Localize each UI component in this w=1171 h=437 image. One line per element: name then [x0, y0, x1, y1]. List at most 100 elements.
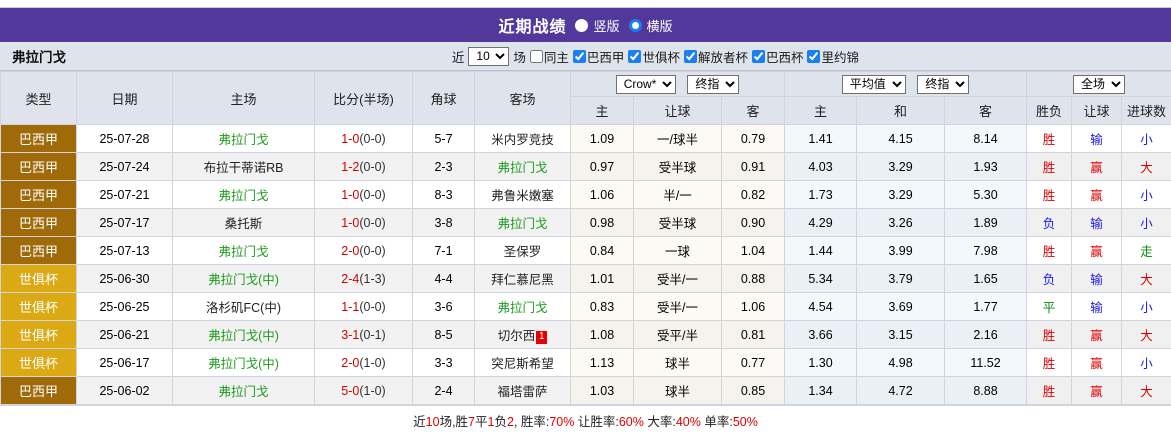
summary-part: 70% — [549, 415, 575, 429]
checkbox-5[interactable] — [807, 49, 821, 63]
checkbox-0[interactable] — [529, 49, 543, 63]
table-row[interactable]: 世俱杯 25-06-25 洛杉矶FC(中) 1-1(0-0) 3-6 弗拉门戈 0.83 受半… — [0, 292, 1171, 321]
subcol-average-home[interactable]: 主 — [784, 96, 858, 125]
cell-away-team[interactable]: 弗鲁米嫩塞 — [474, 180, 571, 209]
cell-away-team[interactable]: 弗拉门戈 — [474, 208, 571, 237]
odds-company-select[interactable]: Crow* — [615, 74, 676, 94]
col-header-type[interactable]: 类型 — [0, 71, 77, 125]
col-header-corner[interactable]: 角球 — [412, 71, 475, 125]
cell-league[interactable]: 世俱杯 — [0, 348, 77, 377]
cell-score[interactable]: 2-4(1-3) — [314, 264, 413, 293]
handicap-dropdown-group: Crow* 终指 — [569, 71, 786, 97]
cell-league[interactable]: 世俱杯 — [0, 320, 77, 349]
cell-home-team[interactable]: 弗拉门戈 — [172, 124, 315, 153]
cell-league[interactable]: 世俱杯 — [0, 292, 77, 321]
summary-part: 2 — [506, 415, 514, 429]
table-row[interactable]: 巴西甲 25-07-13 弗拉门戈 2-0(0-0) 7-1 圣保罗 0.84 一球 1.04 1… — [0, 236, 1171, 265]
table-row[interactable]: 世俱杯 25-06-17 弗拉门戈(中) 2-0(1-0) 3-3 突尼斯希望 1.13 球半… — [0, 348, 1171, 377]
cell-date: 25-07-13 — [76, 236, 173, 265]
cell-league[interactable]: 巴西甲 — [0, 124, 77, 153]
match-count-select[interactable]: 6102030 — [468, 46, 510, 66]
cell-handicap-away: 0.81 — [720, 320, 786, 349]
cell-handicap-home: 1.09 — [570, 124, 634, 153]
top-divider — [0, 0, 1171, 8]
cell-score[interactable]: 1-1(0-0) — [314, 292, 413, 321]
avg-stage-select[interactable]: 终指 — [917, 74, 970, 94]
subcol-result-goals[interactable]: 进球数 — [1121, 96, 1171, 125]
subcol-result-handicap[interactable]: 让球 — [1071, 96, 1123, 125]
cell-average-away: 1.89 — [944, 208, 1028, 237]
col-header-date[interactable]: 日期 — [76, 71, 173, 125]
cell-away-team[interactable]: 切尔西 1 — [474, 320, 571, 349]
subcol-handicap-home[interactable]: 主 — [570, 96, 634, 125]
cell-home-team[interactable]: 弗拉门戈(中) — [172, 264, 315, 293]
cell-score[interactable]: 1-0(0-0) — [314, 180, 413, 209]
cell-average-draw: 4.98 — [856, 348, 946, 377]
cell-home-team[interactable]: 布拉干蒂诺RB — [172, 152, 315, 181]
view-mode-horizontal[interactable]: 横版 — [628, 16, 673, 35]
checkbox-2[interactable] — [628, 49, 642, 63]
table-row[interactable]: 世俱杯 25-06-30 弗拉门戈(中) 2-4(1-3) 4-4 拜仁慕尼黑 1.01 受半… — [0, 264, 1171, 293]
red-card-badge: 1 — [536, 331, 548, 344]
radio-vertical-icon[interactable] — [575, 18, 589, 32]
summary-part: 40% — [675, 415, 701, 429]
cell-home-team[interactable]: 洛杉矶FC(中) — [172, 292, 315, 321]
subcol-average-draw[interactable]: 和 — [856, 96, 946, 125]
cell-home-team[interactable]: 弗拉门戈(中) — [172, 348, 315, 377]
table-row[interactable]: 巴西甲 25-06-02 弗拉门戈 5-0(1-0) 2-4 福塔雷萨 1.03 球半 0.85… — [0, 376, 1171, 405]
radio-horizontal-icon[interactable] — [628, 18, 642, 32]
cell-result-handicap: 赢 — [1071, 152, 1123, 181]
cell-league[interactable]: 巴西甲 — [0, 376, 77, 405]
table-row[interactable]: 世俱杯 25-06-21 弗拉门戈(中) 3-1(0-1) 8-5 切尔西 1 1.08 受平/… — [0, 320, 1171, 349]
cell-away-team[interactable]: 突尼斯希望 — [474, 348, 571, 377]
cell-average-draw: 3.69 — [856, 292, 946, 321]
cell-handicap-line: 球半 — [633, 348, 722, 377]
cell-score[interactable]: 2-0(0-0) — [314, 236, 413, 265]
cell-average-draw: 3.26 — [856, 208, 946, 237]
col-header-home[interactable]: 主场 — [172, 71, 315, 125]
subcol-average-away[interactable]: 客 — [944, 96, 1028, 125]
cell-handicap-away: 0.82 — [720, 180, 786, 209]
cell-league[interactable]: 世俱杯 — [0, 264, 77, 293]
cell-score[interactable]: 3-1(0-1) — [314, 320, 413, 349]
cell-score[interactable]: 5-0(1-0) — [314, 376, 413, 405]
cell-league[interactable]: 巴西甲 — [0, 208, 77, 237]
cell-score[interactable]: 2-0(1-0) — [314, 348, 413, 377]
cell-league[interactable]: 巴西甲 — [0, 152, 77, 181]
odds-stage-select[interactable]: 终指 — [687, 74, 740, 94]
table-row[interactable]: 巴西甲 25-07-24 布拉干蒂诺RB 1-2(0-0) 2-3 弗拉门戈 0.97 受半球… — [0, 152, 1171, 181]
cell-handicap-away: 1.06 — [720, 292, 786, 321]
cell-league[interactable]: 巴西甲 — [0, 236, 77, 265]
summary-part: 场,胜 — [439, 415, 469, 429]
col-header-away[interactable]: 客场 — [474, 71, 571, 125]
checkbox-1[interactable] — [572, 49, 586, 63]
cell-away-team[interactable]: 弗拉门戈 — [474, 152, 571, 181]
cell-away-team[interactable]: 弗拉门戈 — [474, 292, 571, 321]
cell-home-team[interactable]: 弗拉门戈 — [172, 236, 315, 265]
table-row[interactable]: 巴西甲 25-07-17 桑托斯 1-0(0-0) 3-8 弗拉门戈 0.98 受半球 0.90… — [0, 208, 1171, 237]
cell-home-team[interactable]: 弗拉门戈 — [172, 376, 315, 405]
subcol-result-wl[interactable]: 胜负 — [1026, 96, 1073, 125]
checkbox-4[interactable] — [751, 49, 765, 63]
cell-away-team[interactable]: 米内罗竞技 — [474, 124, 571, 153]
avg-type-select[interactable]: 平均值 — [841, 74, 906, 94]
checkbox-3[interactable] — [683, 49, 697, 63]
cell-away-team[interactable]: 圣保罗 — [474, 236, 571, 265]
cell-league[interactable]: 巴西甲 — [0, 180, 77, 209]
cell-home-team[interactable]: 弗拉门戈 — [172, 180, 315, 209]
subcol-handicap-away[interactable]: 客 — [720, 96, 786, 125]
col-header-score[interactable]: 比分(半场) — [314, 71, 413, 125]
cell-score[interactable]: 1-0(0-0) — [314, 208, 413, 237]
cell-home-team[interactable]: 桑托斯 — [172, 208, 315, 237]
scope-select[interactable]: 全场 — [1073, 74, 1126, 94]
table-row[interactable]: 巴西甲 25-07-21 弗拉门戈 1-0(0-0) 8-3 弗鲁米嫩塞 1.06 半/一 0.… — [0, 180, 1171, 209]
cell-away-team[interactable]: 拜仁慕尼黑 — [474, 264, 571, 293]
cell-handicap-line: 受平/半 — [633, 320, 722, 349]
subcol-handicap-line[interactable]: 让球 — [633, 96, 722, 125]
view-mode-vertical[interactable]: 竖版 — [575, 16, 620, 35]
cell-away-team[interactable]: 福塔雷萨 — [474, 376, 571, 405]
cell-score[interactable]: 1-0(0-0) — [314, 124, 413, 153]
cell-home-team[interactable]: 弗拉门戈(中) — [172, 320, 315, 349]
cell-score[interactable]: 1-2(0-0) — [314, 152, 413, 181]
table-row[interactable]: 巴西甲 25-07-28 弗拉门戈 1-0(0-0) 5-7 米内罗竞技 1.09 一/球半 0… — [0, 124, 1171, 153]
